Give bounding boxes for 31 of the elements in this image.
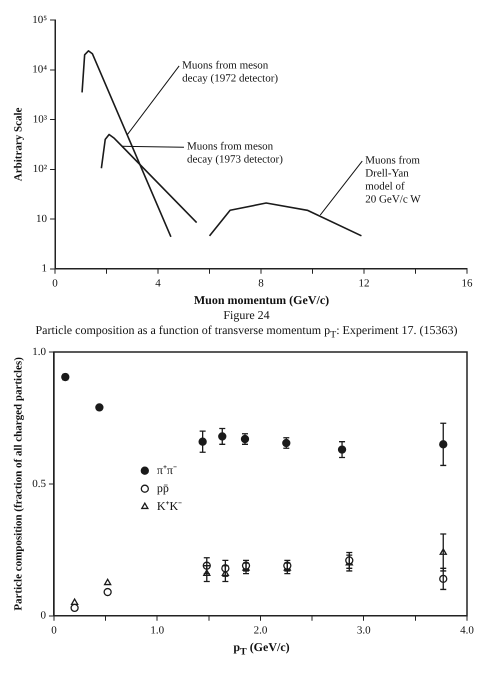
- y-tick-label: 0.5: [32, 478, 46, 490]
- y-tick-label: 1: [42, 262, 48, 275]
- y-tick-label: 10: [36, 212, 48, 225]
- x-tick-label: 0: [52, 277, 58, 290]
- y-tick-label: 10⁵: [32, 14, 48, 26]
- y-axis-title: Particle composition (fraction of all charged particles): [12, 357, 24, 612]
- x-tick-label: 1.0: [150, 624, 165, 637]
- x-tick-label: 3.0: [356, 624, 372, 637]
- x-axis-title: Muon momentum (GeV/c): [192, 293, 330, 308]
- legend-label: π⁺π⁻: [156, 463, 177, 478]
- annotation: Muons from meson decay (1972 detector): [182, 59, 278, 84]
- legend-label: pp̄: [156, 481, 169, 496]
- y-axis-title: Arbitrary Scale: [12, 107, 24, 182]
- y-tick-label: 10⁴: [32, 64, 48, 76]
- x-axis-title: p$_{T}$ (GeV/c): [232, 640, 291, 658]
- y-tick-label: 10³: [32, 113, 48, 126]
- x-tick-label: 2.0: [254, 624, 268, 637]
- y-tick-label: 10²: [32, 163, 48, 176]
- chart-subtitle: Particle composition as a function of transverse momentum p$_{T}$: Experiment 17. (15363): [34, 323, 459, 340]
- y-tick-label: 1.0: [32, 346, 46, 358]
- chart-title: Figure 24: [222, 308, 271, 323]
- annotation: Muons from Drell-Yan model of 20 GeV/c W: [365, 154, 422, 206]
- legend-label: K⁺K⁻: [156, 499, 182, 514]
- x-tick-label: 16: [462, 277, 473, 290]
- x-tick-label: 12: [358, 277, 370, 290]
- x-tick-label: 0: [51, 624, 58, 637]
- y-tick-label: 0: [40, 610, 46, 622]
- annotation: Muons from meson decay (1973 detector): [186, 140, 284, 166]
- x-tick-label: 8: [258, 277, 264, 290]
- x-tick-label: 4.0: [460, 624, 474, 637]
- x-tick-label: 4: [155, 277, 162, 290]
